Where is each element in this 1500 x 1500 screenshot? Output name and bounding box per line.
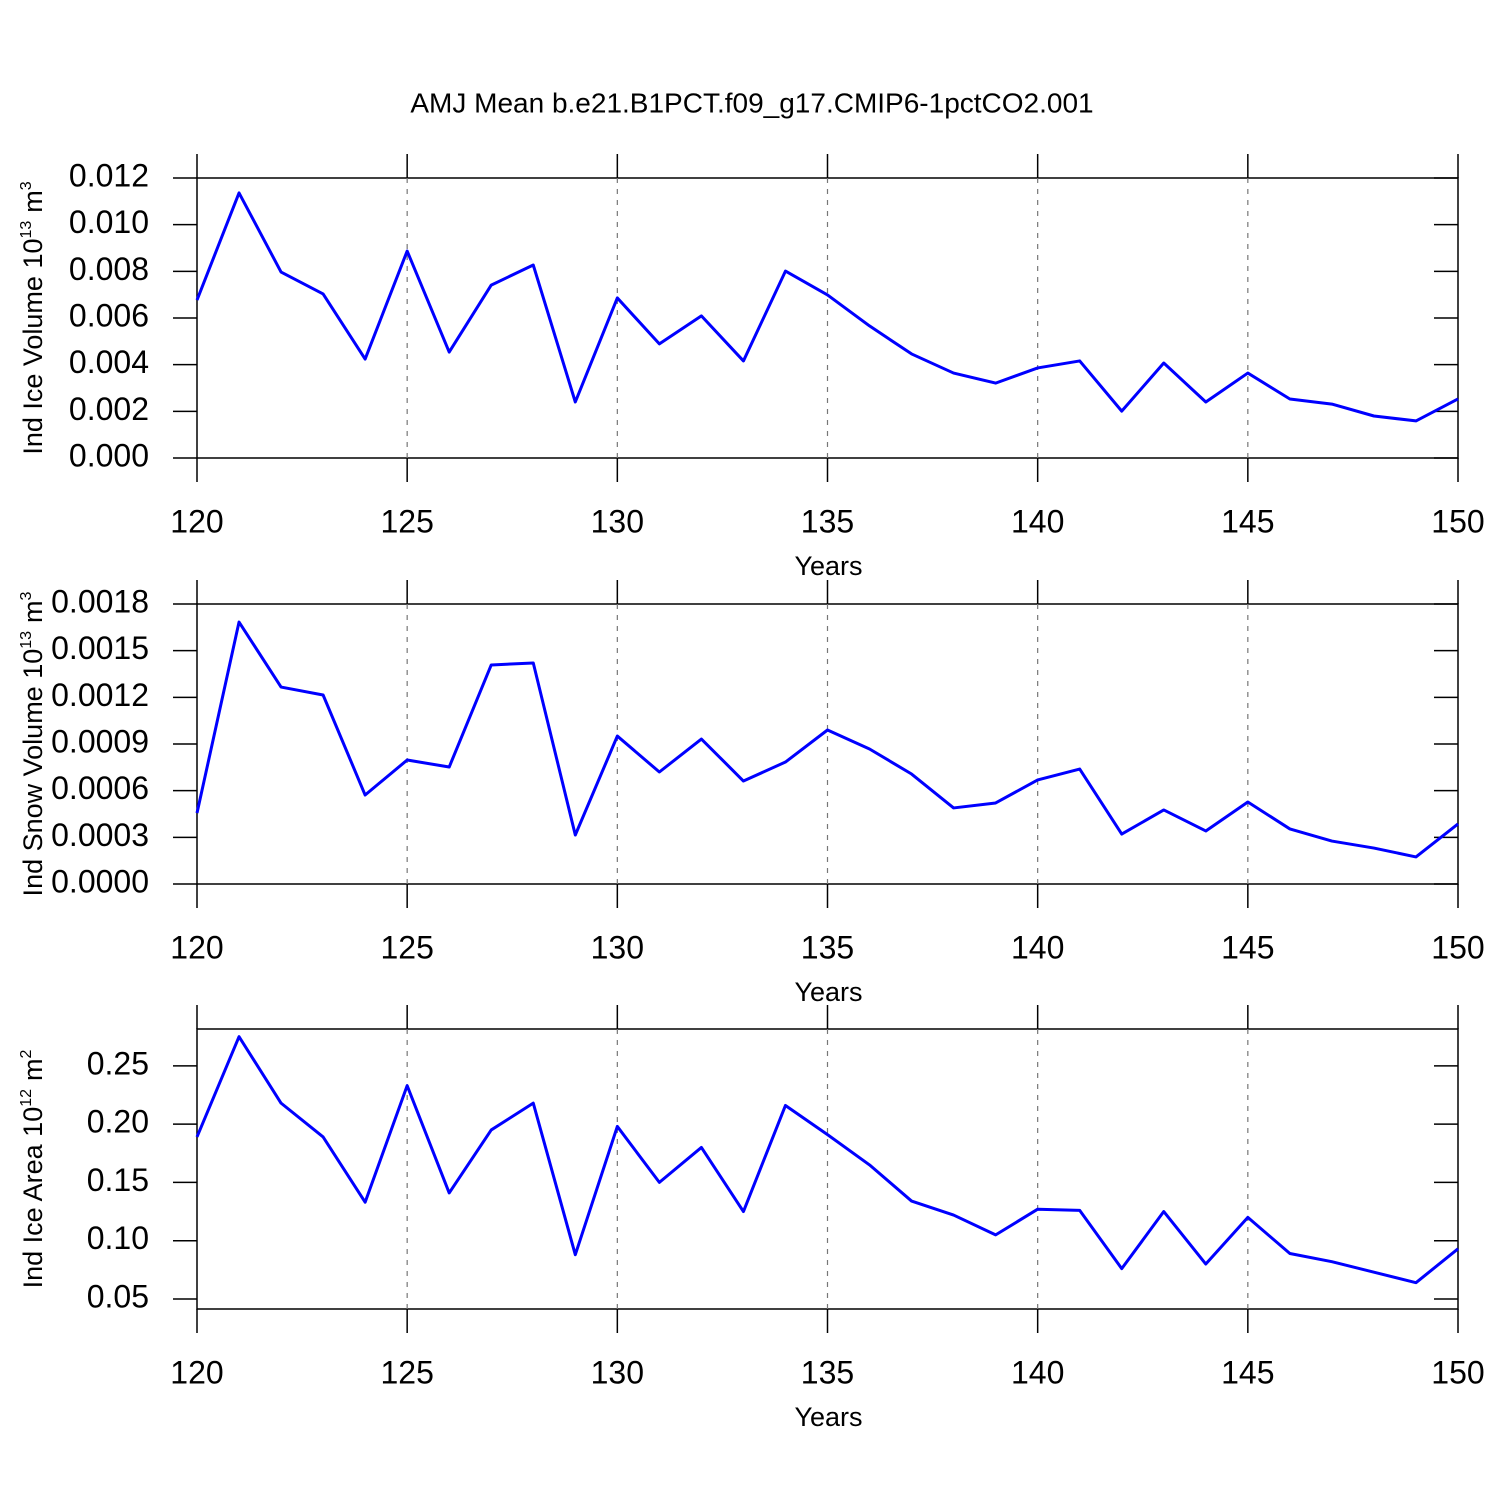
y-tick-label: 0.008 [69,251,149,287]
y-tick-label: 0.002 [69,391,149,427]
y-tick-label: 0.05 [87,1278,149,1314]
x-tick-label: 135 [801,929,854,965]
y-label-exponent: 12 [18,1089,35,1107]
data-line [195,620,1459,859]
x-tick-label: 145 [1221,503,1274,539]
x-tick-label: 130 [591,1354,644,1390]
y-label-unit-exponent: 3 [18,591,35,600]
y-label-unit-exponent: 3 [18,181,35,190]
x-tick-label: 140 [1011,503,1064,539]
x-tick-label: 130 [591,503,644,539]
y-tick-label: 0.15 [87,1162,149,1198]
y-tick-label: 0.004 [69,344,149,380]
x-tick-label: 150 [1431,1354,1484,1390]
y-tick-label: 0.0000 [51,863,149,899]
y-tick-label: 0.0009 [51,723,149,759]
x-tick-label: 120 [170,503,223,539]
x-tick-label: 125 [380,929,433,965]
y-tick-label: 0.0006 [51,770,149,806]
y-tick-label: 0.0003 [51,817,149,853]
x-tick-label: 125 [380,503,433,539]
y-label-unit: m [18,600,48,623]
y-label-unit-exponent: 2 [18,1049,35,1058]
plot-frame [196,177,1459,459]
y-label-unit: m [18,190,48,213]
y-tick-label: 0.25 [87,1045,149,1081]
x-axis-label: Years [794,551,862,581]
plot-frame [196,603,1459,885]
x-axis-label: Years [794,1402,862,1432]
y-tick-label: 0.006 [69,297,149,333]
figure-title: AMJ Mean b.e21.B1PCT.f09_g17.CMIP6-1pctC… [410,87,1093,118]
x-tick-label: 135 [801,503,854,539]
y-axis-label: Ind Ice Volume 1013 m3 [18,181,48,454]
y-axis-label: Ind Ice Area 1012 m2 [18,1049,48,1288]
y-tick-label: 0.012 [69,157,149,193]
y-label-text: Ind Snow Volume 10 [18,649,48,897]
y-tick-label: 0.0018 [51,583,149,619]
y-label-exponent: 13 [18,631,35,649]
y-label-text: Ind Ice Volume 10 [18,239,48,455]
x-tick-label: 140 [1011,1354,1064,1390]
x-tick-label: 140 [1011,929,1064,965]
x-tick-label: 120 [170,929,223,965]
x-tick-label: 145 [1221,1354,1274,1390]
x-tick-label: 135 [801,1354,854,1390]
y-tick-label: 0.0012 [51,677,149,713]
y-tick-label: 0.10 [87,1220,149,1256]
x-tick-label: 150 [1431,503,1484,539]
y-label-unit: m [18,1058,48,1081]
y-label-text: Ind Ice Area 10 [18,1107,48,1289]
plot-frame [196,1028,1459,1310]
x-tick-label: 150 [1431,929,1484,965]
y-tick-label: 0.010 [69,204,149,240]
y-axis-label: Ind Snow Volume 1013 m3 [18,591,48,896]
x-axis-label: Years [794,977,862,1007]
x-tick-label: 145 [1221,929,1274,965]
data-line [195,1035,1459,1285]
y-tick-label: 0.000 [69,437,149,473]
data-line [195,191,1459,423]
x-tick-label: 125 [380,1354,433,1390]
y-label-exponent: 13 [18,221,35,239]
y-tick-label: 0.20 [87,1104,149,1140]
x-tick-label: 130 [591,929,644,965]
y-tick-label: 0.0015 [51,630,149,666]
x-tick-label: 120 [170,1354,223,1390]
